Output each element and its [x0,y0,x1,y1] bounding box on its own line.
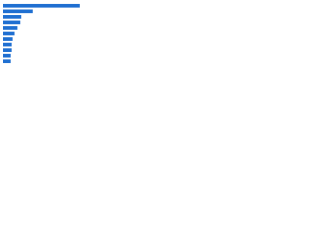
bar [3,53,11,58]
bar [3,37,13,41]
bar [3,48,12,52]
bar [3,42,12,47]
bar [3,9,33,14]
bar [3,26,18,30]
page: (() => { const data = JSON.parse(documen… [0,0,320,71]
bar [3,15,22,19]
bar [3,20,21,25]
chart [3,3,80,64]
bar [3,3,80,8]
bar [3,31,15,36]
bar [3,59,11,64]
